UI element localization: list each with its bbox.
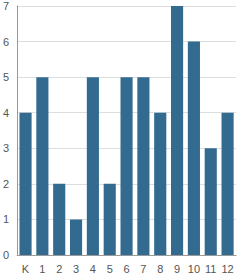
svg-text:6: 6 bbox=[123, 263, 129, 275]
svg-text:5: 5 bbox=[3, 71, 9, 83]
svg-text:5: 5 bbox=[107, 263, 113, 275]
svg-text:1: 1 bbox=[39, 263, 45, 275]
svg-text:2: 2 bbox=[3, 178, 9, 190]
svg-text:12: 12 bbox=[221, 263, 233, 275]
svg-text:7: 7 bbox=[3, 0, 9, 12]
svg-text:10: 10 bbox=[188, 263, 200, 275]
svg-text:0: 0 bbox=[3, 249, 9, 261]
svg-text:7: 7 bbox=[140, 263, 146, 275]
svg-text:1: 1 bbox=[3, 213, 9, 225]
svg-text:2: 2 bbox=[56, 263, 62, 275]
svg-text:3: 3 bbox=[73, 263, 79, 275]
svg-text:6: 6 bbox=[3, 36, 9, 48]
svg-text:8: 8 bbox=[157, 263, 163, 275]
svg-text:3: 3 bbox=[3, 142, 9, 154]
svg-text:9: 9 bbox=[174, 263, 180, 275]
svg-text:11: 11 bbox=[205, 263, 216, 275]
svg-text:4: 4 bbox=[90, 263, 96, 275]
svg-text:4: 4 bbox=[3, 107, 9, 119]
svg-text:K: K bbox=[22, 263, 30, 275]
